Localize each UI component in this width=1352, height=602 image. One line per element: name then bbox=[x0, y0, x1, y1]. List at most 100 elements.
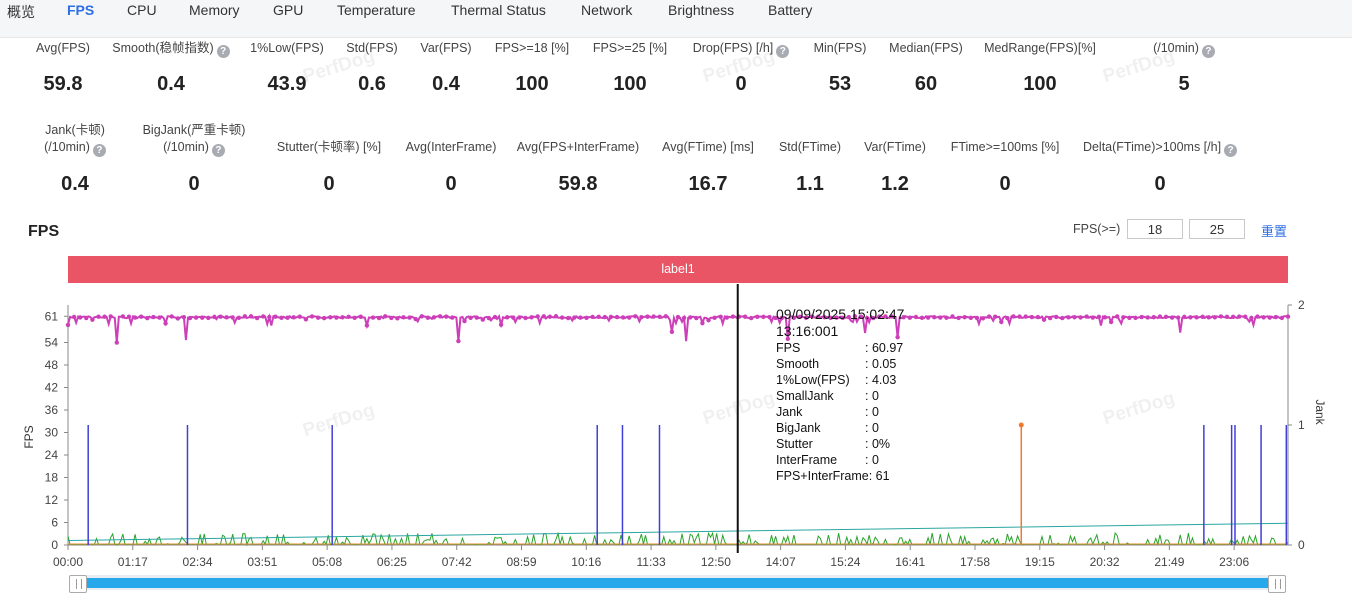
metric-value: 43.9 bbox=[267, 73, 307, 95]
reset-link[interactable]: 重置 bbox=[1261, 224, 1288, 239]
fps-point bbox=[620, 315, 626, 320]
fps-point bbox=[358, 314, 363, 319]
tab-thermal-status[interactable]: Thermal Status bbox=[451, 2, 546, 18]
tab-gpu[interactable]: GPU bbox=[273, 2, 304, 18]
fps-point bbox=[1230, 314, 1236, 320]
fps-point bbox=[120, 314, 126, 319]
fps-point bbox=[1145, 315, 1150, 320]
x-tick-label: 19:15 bbox=[1025, 555, 1055, 569]
fps-point bbox=[724, 315, 729, 320]
fps-point bbox=[749, 315, 754, 321]
metric-label: FPS>=25 [%] bbox=[592, 41, 668, 55]
fps-point bbox=[425, 315, 431, 320]
metric-label: Std(FPS) bbox=[346, 41, 398, 55]
fps-point bbox=[230, 315, 235, 320]
fps-point bbox=[126, 314, 132, 319]
tab-fps[interactable]: FPS bbox=[67, 2, 95, 18]
fps-point bbox=[309, 314, 315, 319]
fps-point bbox=[267, 314, 272, 320]
metric-value: 1.1 bbox=[796, 173, 824, 195]
tab-overview[interactable]: 概览 bbox=[7, 4, 35, 20]
fps-point bbox=[498, 322, 504, 327]
fps-point bbox=[212, 314, 217, 320]
label-bar[interactable]: label1 bbox=[68, 256, 1288, 283]
fps-point bbox=[224, 315, 229, 320]
x-tick-label: 03:51 bbox=[247, 555, 277, 569]
tab-network[interactable]: Network bbox=[581, 2, 633, 18]
metric-value: 0 bbox=[735, 73, 747, 95]
y-axis-label: FPS bbox=[22, 425, 36, 448]
fps-point bbox=[486, 315, 492, 321]
fps-point bbox=[1249, 315, 1254, 321]
fps-point bbox=[163, 321, 168, 326]
help-icon[interactable]: ? bbox=[216, 45, 230, 58]
fps-point bbox=[419, 314, 424, 319]
help-icon[interactable]: ? bbox=[211, 144, 225, 157]
fps-point bbox=[1041, 317, 1047, 322]
fps-point bbox=[193, 315, 199, 320]
time-range-scrollbar[interactable] bbox=[70, 575, 1280, 590]
threshold-input-1[interactable] bbox=[1127, 219, 1183, 239]
fps-point bbox=[395, 316, 400, 321]
tooltip-row: 1%Low(FPS): 4.03 bbox=[776, 373, 897, 387]
fps-point bbox=[1200, 314, 1205, 320]
fps-point bbox=[151, 314, 156, 320]
help-icon[interactable]: ? bbox=[776, 45, 790, 58]
range-start-handle[interactable] bbox=[69, 575, 87, 593]
fps-point bbox=[65, 322, 71, 328]
fps-point bbox=[742, 314, 748, 319]
fps-point bbox=[492, 314, 498, 320]
threshold-input-2[interactable] bbox=[1189, 219, 1245, 239]
fps-point bbox=[462, 318, 467, 324]
fps-point bbox=[700, 320, 705, 326]
help-icon[interactable]: ? bbox=[1201, 45, 1215, 58]
metric-label: Avg(FTime) [ms] bbox=[662, 140, 754, 154]
fps-point bbox=[71, 314, 77, 320]
tab-battery[interactable]: Battery bbox=[768, 2, 813, 18]
watermark: PerfDog bbox=[300, 399, 378, 442]
metric-label: Var(FTime) bbox=[864, 140, 926, 154]
metric-label: (/10min)? bbox=[1094, 40, 1274, 58]
metric-label: FPS>=18 [%] bbox=[494, 41, 570, 55]
fps-point bbox=[279, 315, 284, 320]
fps-point bbox=[1066, 315, 1071, 320]
tab-brightness[interactable]: Brightness bbox=[668, 2, 735, 18]
fps-point bbox=[169, 314, 174, 319]
fps-point bbox=[1047, 315, 1053, 321]
y-tick-label: 12 bbox=[45, 493, 59, 507]
fps-series bbox=[67, 313, 1289, 343]
tooltip-fps-interframe: FPS+InterFrame: 61 bbox=[776, 469, 890, 483]
y-tick-label: 54 bbox=[45, 336, 59, 350]
fps-point bbox=[980, 316, 986, 321]
tab-cpu[interactable]: CPU bbox=[127, 2, 157, 18]
fps-point bbox=[688, 315, 693, 320]
fps-point bbox=[297, 314, 302, 319]
fps-point bbox=[645, 314, 650, 319]
tooltip-row: Jank: 0 bbox=[776, 405, 879, 419]
fps-point bbox=[242, 314, 248, 319]
metric-label: Std(FTime) bbox=[778, 140, 842, 154]
fps-point bbox=[1176, 315, 1181, 320]
fps-point bbox=[456, 338, 461, 344]
tab-temperature[interactable]: Temperature bbox=[337, 2, 416, 18]
metric-value: 1.2 bbox=[881, 173, 909, 195]
fps-point bbox=[559, 315, 565, 320]
tooltip-time: 09/09/2025 15:02:47 bbox=[776, 306, 905, 322]
fps-point bbox=[968, 315, 973, 321]
metric-value: 100 bbox=[515, 73, 549, 95]
range-end-handle[interactable] bbox=[1268, 575, 1286, 593]
y-tick-label: 61 bbox=[45, 309, 59, 323]
fps-point bbox=[285, 315, 290, 320]
fps-point bbox=[1005, 315, 1010, 321]
fps-point bbox=[675, 314, 681, 320]
help-icon[interactable]: ? bbox=[1224, 144, 1238, 157]
fps-point bbox=[944, 315, 949, 320]
y-tick-label: 6 bbox=[51, 516, 58, 530]
tab-memory[interactable]: Memory bbox=[189, 2, 240, 18]
fps-point bbox=[1102, 315, 1108, 320]
fps-point bbox=[590, 314, 595, 320]
help-icon[interactable]: ? bbox=[92, 144, 106, 157]
metric-value: 100 bbox=[613, 73, 647, 95]
y-tick-label: 42 bbox=[45, 381, 59, 395]
fps-point bbox=[132, 315, 138, 320]
